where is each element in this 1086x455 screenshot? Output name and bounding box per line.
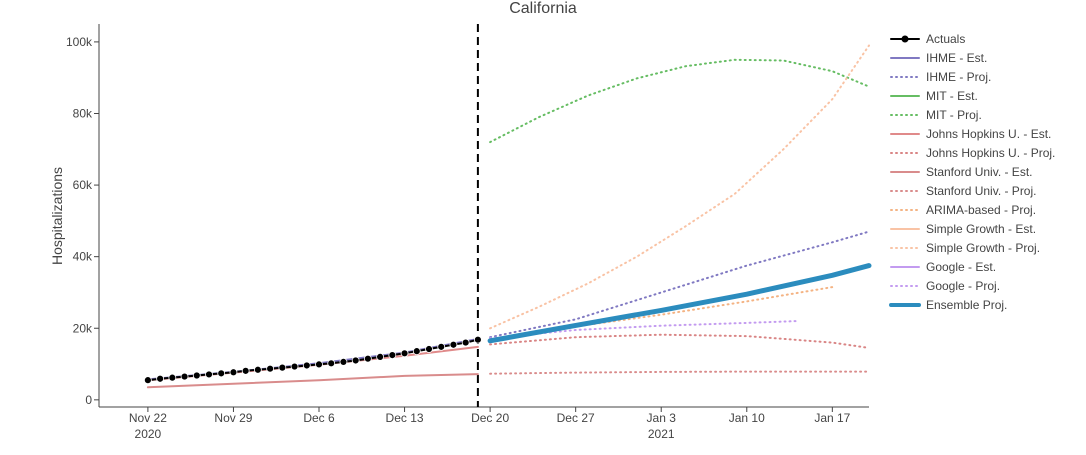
y-axis-title: Hospitalizations <box>49 167 65 265</box>
data-point <box>449 340 458 349</box>
x-tick-label: Jan 3 <box>647 411 677 425</box>
series-line <box>489 333 870 349</box>
data-point <box>473 335 482 344</box>
legend-label: MIT - Est. <box>926 89 978 103</box>
data-point <box>388 351 397 359</box>
data-point <box>363 354 372 363</box>
data-point <box>376 352 385 361</box>
legend-label: Simple Growth - Est. <box>926 222 1036 236</box>
series-line <box>146 373 479 389</box>
x-tick-label: Nov 22 <box>129 411 167 425</box>
legend-label: Stanford Univ. - Est. <box>926 165 1032 179</box>
data-point <box>278 363 287 372</box>
data-point <box>205 370 213 379</box>
series-line <box>489 44 870 330</box>
series-line <box>489 370 870 375</box>
y-tick-label: 40k <box>73 250 93 264</box>
data-point <box>302 361 311 370</box>
data-point <box>290 362 299 371</box>
data-point <box>229 368 238 377</box>
x-tick-label: Nov 29 <box>214 411 252 425</box>
x-tick-label: Dec 20 <box>471 411 509 425</box>
data-point <box>266 364 275 373</box>
legend-label: IHME - Est. <box>926 51 987 65</box>
legend-marker <box>901 35 909 43</box>
chart-title: California <box>509 0 577 17</box>
series-line <box>489 58 870 144</box>
x-tick-label: Jan 10 <box>729 411 765 425</box>
axes: 0 20k 40k 60k 80k 100k Nov 22 2020 Nov 29 Dec 6 De… <box>66 24 869 441</box>
y-tick-label: 80k <box>73 106 93 120</box>
legend-label: Simple Growth - Proj. <box>926 241 1040 255</box>
legend-label: Actuals <box>926 32 965 46</box>
plot-area <box>143 24 872 407</box>
data-point <box>156 374 165 383</box>
legend-label: Johns Hopkins U. - Est. <box>926 127 1051 141</box>
y-tick-label: 0 <box>85 393 92 407</box>
x-tick-label: Dec 6 <box>303 411 335 425</box>
legend-label: Google - Est. <box>926 260 996 274</box>
legend-label: Stanford Univ. - Proj. <box>926 184 1036 198</box>
x-tick-label: Dec 27 <box>557 411 595 425</box>
data-point <box>241 366 250 375</box>
data-point <box>351 356 360 365</box>
y-tick-label: 60k <box>73 178 93 192</box>
data-point <box>168 373 177 382</box>
legend-label: IHME - Proj. <box>926 70 991 84</box>
x-tick-year-label: 2020 <box>135 427 162 441</box>
legend-label: Ensemble Proj. <box>926 298 1007 312</box>
data-point <box>400 349 409 358</box>
data-point <box>437 342 446 351</box>
data-point <box>192 371 201 380</box>
legend-label: Johns Hopkins U. - Proj. <box>926 146 1055 160</box>
data-point <box>412 347 421 356</box>
data-point <box>425 345 433 353</box>
data-point <box>253 365 262 374</box>
x-tick-year-label: 2021 <box>648 427 675 441</box>
y-tick-label: 100k <box>66 35 93 49</box>
series-line <box>489 320 797 340</box>
series-line <box>487 263 872 344</box>
data-point <box>461 338 470 347</box>
legend-label: Google - Proj. <box>926 279 1000 293</box>
data-point <box>143 376 152 385</box>
x-tick-label: Dec 13 <box>386 411 424 425</box>
data-point <box>327 359 336 368</box>
data-point <box>217 369 226 378</box>
data-point <box>315 360 323 369</box>
y-tick-label: 20k <box>73 321 93 335</box>
series-line <box>489 230 870 339</box>
x-tick-label: Jan 17 <box>814 411 850 425</box>
data-point <box>180 372 189 381</box>
legend-label: ARIMA-based - Proj. <box>926 203 1036 217</box>
legend: Actuals IHME - Est. IHME - Proj. MIT - Est.… <box>889 32 1055 312</box>
series-line <box>146 338 479 382</box>
data-point <box>339 357 348 366</box>
legend-label: MIT - Proj. <box>926 108 982 122</box>
